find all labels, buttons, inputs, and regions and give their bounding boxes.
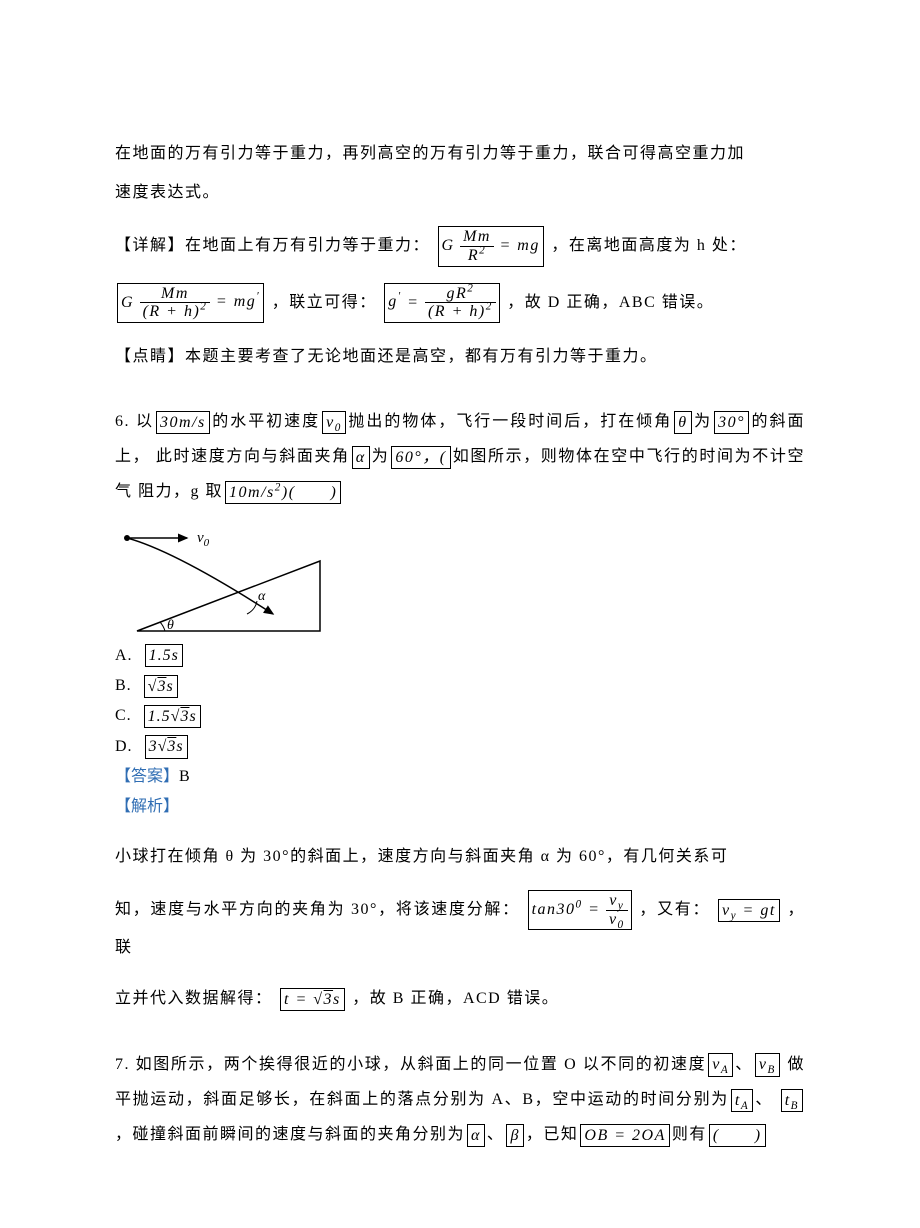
- text: 在地面的万有引力等于重力，再列高空的万有引力等于重力，联合可得高空重力加: [115, 145, 745, 162]
- value-box: 10m/s2)( ): [225, 481, 341, 504]
- text: 为: [694, 413, 712, 430]
- text: 则有: [672, 1126, 707, 1143]
- q5-detail: 【详解】在地面上有万有引力等于重力： G Mm R2 = mg ，在离地面高度为…: [115, 226, 805, 266]
- text: 7. 如图所示，两个挨得很近的小球，从斜面上的同一位置 O 以不同的初速度: [115, 1056, 706, 1073]
- text: ，故 D 正确，ABC 错误。: [507, 293, 714, 310]
- fraction: Mm R2: [460, 228, 494, 264]
- den: R2: [460, 247, 494, 265]
- symbol-box: β: [506, 1124, 523, 1147]
- text: 【点睛】本题主要考查了无论地面还是高空，都有万有引力等于重力。: [115, 348, 658, 365]
- equation-box: vy = gt: [718, 899, 780, 922]
- option-d: D. 3√3s: [115, 732, 805, 762]
- equation-box: g′ = gR2 (R + h)2: [384, 283, 500, 323]
- option-a: A. 1.5s: [115, 641, 805, 671]
- text: ，在离地面高度为 h 处：: [551, 237, 747, 254]
- text: 6. 以: [115, 413, 154, 430]
- text: ，已知: [526, 1126, 579, 1143]
- answer-line: 【答案】B: [115, 762, 805, 792]
- equation-box: G Mm (R + h)2 = mg′: [117, 283, 264, 323]
- text: 知，速度与水平方向的夹角为 30°，将该速度分解：: [115, 901, 520, 918]
- value-box: 30°: [714, 411, 749, 434]
- symbol-box: θ: [674, 411, 691, 434]
- symbol-box: α: [467, 1124, 485, 1147]
- q7-stem: 7. 如图所示，两个挨得很近的小球，从斜面上的同一位置 O 以不同的初速度vA、…: [115, 1047, 805, 1153]
- option-c: C. 1.5√3s: [115, 701, 805, 731]
- value-box: 60°，(: [391, 446, 450, 469]
- text: ，又有：: [639, 901, 710, 918]
- option-box: 1.5√3s: [144, 705, 201, 728]
- theta-label: θ: [167, 618, 174, 633]
- option-box: 1.5s: [145, 644, 183, 667]
- q6-analysis-2: 知，速度与水平方向的夹角为 30°，将该速度分解： tan300 = vy v0…: [115, 890, 805, 965]
- eq: =: [588, 901, 600, 918]
- fraction: Mm (R + h)2: [140, 285, 211, 321]
- q5-dianjing: 【点睛】本题主要考查了无论地面还是高空，都有万有引力等于重力。: [115, 339, 805, 374]
- text: 为: [372, 448, 390, 465]
- den: (R + h)2: [425, 303, 496, 321]
- answer-label: 【答案】: [115, 768, 179, 785]
- symbol-box: vA: [708, 1053, 733, 1076]
- q6-analysis-3: 立并代入数据解得： t = √3s ，故 B 正确，ACD 错误。: [115, 981, 805, 1016]
- alpha-label: α: [258, 589, 266, 604]
- text: ，碰撞斜面前瞬间的速度与斜面的夹角分别为: [115, 1126, 465, 1143]
- text: 【详解】在地面上有万有引力等于重力：: [115, 237, 430, 254]
- lhs: g′: [388, 293, 401, 310]
- text: 、: [755, 1091, 773, 1108]
- text: ，联立可得：: [272, 293, 377, 310]
- analysis-label-line: 【解析】: [115, 792, 805, 822]
- answer-value: B: [179, 768, 190, 785]
- q5-detail-2: G Mm (R + h)2 = mg′ ，联立可得： g′ = gR2 (R +…: [115, 283, 805, 323]
- equation-box: t = √3s: [280, 988, 345, 1011]
- den: v0: [606, 911, 628, 929]
- text: 、: [487, 1126, 505, 1143]
- text: 阻力，g 取: [138, 483, 223, 500]
- symbol-box: α: [352, 446, 370, 469]
- option-box: √3s: [144, 675, 178, 698]
- lhs: tan300: [532, 901, 583, 918]
- text: 的水平初速度: [212, 413, 320, 430]
- text: 抛出的物体，飞行一段时间后，打在倾角: [348, 413, 672, 430]
- paren-box: ( ): [709, 1124, 766, 1147]
- rhs: = mg: [499, 237, 539, 254]
- equation-box: G Mm R2 = mg: [438, 226, 544, 266]
- num: vy: [606, 892, 628, 911]
- text: 立并代入数据解得：: [115, 990, 273, 1007]
- v0-label: v0: [197, 530, 210, 549]
- projectile-diagram: v0 α θ: [115, 526, 330, 641]
- text: 速度表达式。: [115, 184, 220, 201]
- sym: G: [442, 237, 455, 254]
- equation-box: tan300 = vy v0: [528, 890, 632, 930]
- text: 此时速度方向与斜面夹角: [156, 448, 350, 465]
- analysis-label: 【解析】: [115, 798, 179, 815]
- symbol-box: vB: [755, 1053, 780, 1076]
- den: (R + h)2: [140, 303, 211, 321]
- symbol-box: tB: [781, 1089, 803, 1112]
- text: 小球打在倾角 θ 为 30°的斜面上，速度方向与斜面夹角 α 为 60°，有几何…: [115, 848, 728, 865]
- eq: =: [407, 293, 419, 310]
- q5-tail-line2: 速度表达式。: [115, 175, 805, 210]
- option-b: B. √3s: [115, 671, 805, 701]
- value-box: 30m/s: [156, 411, 210, 434]
- symbol-box: v0: [322, 411, 346, 434]
- symbol-box: tA: [731, 1089, 753, 1112]
- q5-tail-line1: 在地面的万有引力等于重力，再列高空的万有引力等于重力，联合可得高空重力加: [115, 136, 805, 171]
- text: 、: [735, 1056, 753, 1073]
- text: ，故 B 正确，ACD 错误。: [352, 990, 559, 1007]
- rhs: = mg′: [216, 293, 260, 310]
- q6-stem: 6. 以30m/s的水平初速度v0抛出的物体，飞行一段时间后，打在倾角θ为30°…: [115, 404, 805, 510]
- fraction: vy v0: [606, 892, 628, 928]
- equation-box: OB = 2OA: [580, 1124, 669, 1147]
- num: Mm: [460, 228, 494, 247]
- sym: G: [121, 293, 134, 310]
- q6-analysis: 小球打在倾角 θ 为 30°的斜面上，速度方向与斜面夹角 α 为 60°，有几何…: [115, 839, 805, 874]
- fraction: gR2 (R + h)2: [425, 285, 496, 321]
- option-box: 3√3s: [145, 735, 188, 758]
